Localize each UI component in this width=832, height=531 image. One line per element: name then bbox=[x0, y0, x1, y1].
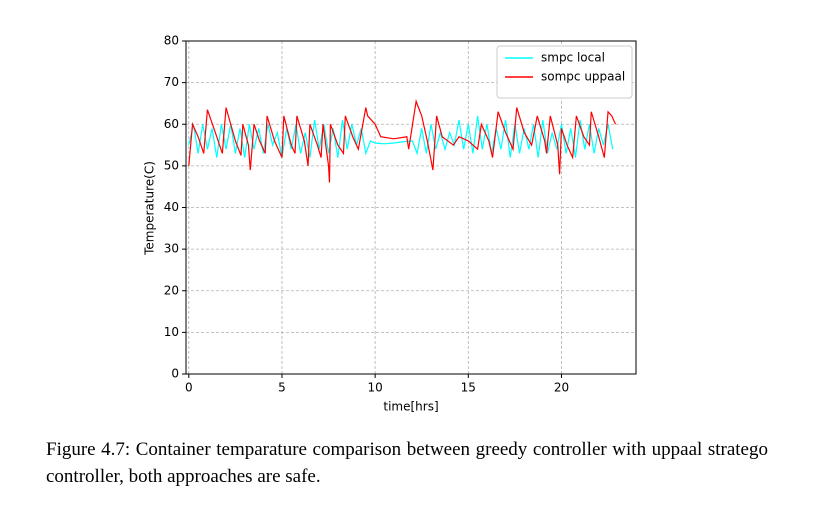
data-line bbox=[188, 99, 617, 183]
y-tick-label: 60 bbox=[164, 117, 179, 131]
y-tick-label: 10 bbox=[164, 325, 179, 339]
x-tick-label: 15 bbox=[461, 381, 476, 395]
x-tick-label: 10 bbox=[367, 381, 382, 395]
plot-frame bbox=[185, 40, 637, 375]
figure-caption: Figure 4.7: Container temparature compar… bbox=[46, 439, 768, 487]
x-tick-label: 20 bbox=[554, 381, 569, 395]
y-axis-label: Temperature(C) bbox=[143, 161, 157, 256]
y-tick-label: 40 bbox=[164, 200, 179, 214]
chart: time[hrs] Temperature(C) 010203040506070… bbox=[143, 34, 637, 414]
x-axis-label: time[hrs] bbox=[383, 400, 438, 414]
y-tick-label: 80 bbox=[164, 34, 179, 48]
y-tick-label: 30 bbox=[164, 242, 179, 256]
y-tick-label: 50 bbox=[164, 158, 179, 172]
y-tick-label: 70 bbox=[164, 75, 179, 89]
y-tick-label: 20 bbox=[164, 283, 179, 297]
legend-box bbox=[496, 45, 633, 99]
legend-label: sompc uppaal bbox=[541, 70, 625, 84]
x-tick-label: 5 bbox=[278, 381, 286, 395]
x-tick-label: 0 bbox=[185, 381, 193, 395]
y-tick-label: 0 bbox=[171, 367, 179, 381]
legend-label: smpc local bbox=[541, 51, 605, 65]
